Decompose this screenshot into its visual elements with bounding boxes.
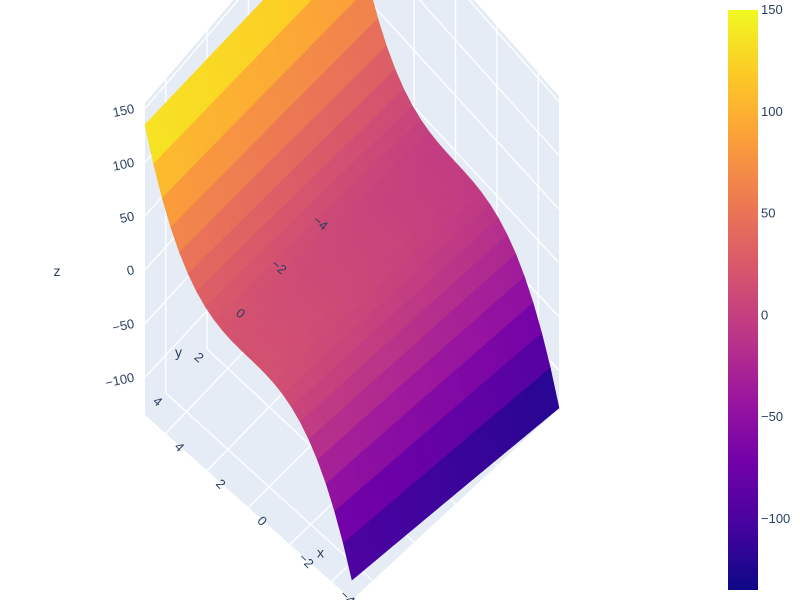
colorbar-tick-label: 50 — [761, 206, 775, 221]
colorbar-tick-label: −100 — [761, 511, 790, 526]
grid-y-4-floor — [165, 392, 374, 582]
colorbar-tick-label: 150 — [761, 2, 783, 17]
grid-z-150-left-wall — [144, 0, 240, 110]
z-tick-label: −100 — [104, 370, 136, 391]
z-tick-label: 100 — [111, 155, 135, 174]
z-tick-label: 0 — [125, 262, 135, 278]
y-tick-label: −4 — [310, 212, 331, 233]
surface-mesh — [144, 0, 560, 581]
y-axis-title: y — [175, 344, 182, 360]
colorbar-tick-label: 0 — [761, 307, 768, 322]
z-axis-title: z — [54, 263, 61, 279]
x-axis-title: x — [317, 545, 324, 561]
colorbar: −100 −50 0 50 100 150 — [728, 2, 790, 590]
colorbar-tick-label: 100 — [761, 104, 783, 119]
y-tick-label: −2 — [269, 256, 290, 277]
z-tick-label: −50 — [111, 316, 136, 335]
z-tick-label: 150 — [111, 101, 135, 120]
z-tick-label: 50 — [118, 208, 135, 226]
colorbar-bar — [728, 10, 758, 590]
colorbar-tick-label: −50 — [761, 409, 783, 424]
axis-titles: z x y — [54, 263, 325, 561]
grid-z-150-right-wall — [468, 0, 560, 103]
surface-patch — [343, 535, 361, 581]
